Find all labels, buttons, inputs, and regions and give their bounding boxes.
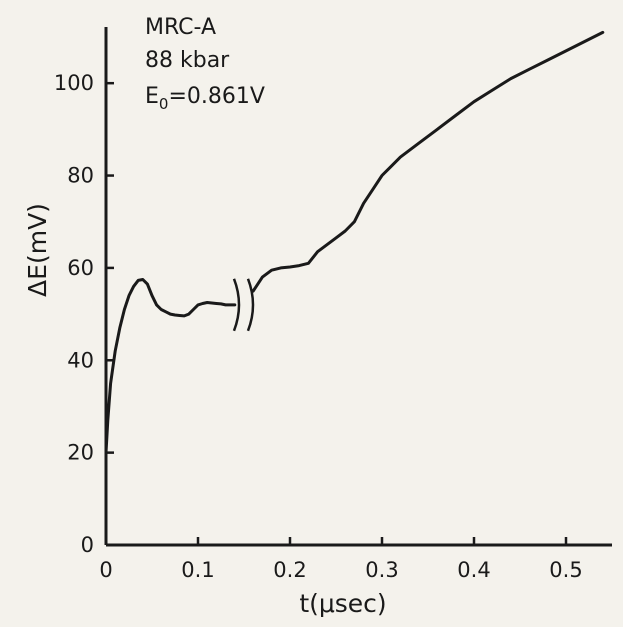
annotation-potential: E0=0.861V [145, 84, 265, 113]
axes [104, 27, 612, 547]
annotation-potential-value: =0.861V [168, 84, 264, 109]
y-tick-label: 40 [67, 348, 94, 372]
axis-break-mark-2 [246, 278, 255, 332]
x-tick-label: 0.2 [273, 558, 306, 582]
y-axis-title: ΔE(mV) [23, 203, 52, 297]
x-tick-label: 0.4 [457, 558, 490, 582]
annotation-pressure: 88 kbar [145, 48, 230, 73]
y-tick-label: 60 [67, 256, 94, 280]
y-tick-label: 80 [67, 164, 94, 188]
series-group [104, 30, 605, 455]
x-tick-labels: 0 0.1 0.2 0.3 0.4 0.5 [99, 558, 582, 582]
y-tick-label: 100 [54, 71, 94, 95]
annotation-sample: MRC-A [145, 15, 216, 40]
x-tick-label: 0.1 [181, 558, 214, 582]
y-tick-label: 20 [67, 441, 94, 465]
annotation-potential-subscript: 0 [159, 95, 169, 113]
x-axis-title: t(μsec) [299, 589, 386, 618]
x-tick-label: 0.5 [549, 558, 582, 582]
y-tick-labels: 0 20 40 60 80 100 [54, 71, 94, 557]
axis-break-marks [232, 278, 255, 332]
annotation-potential-symbol: E [145, 84, 159, 109]
annotation-block: MRC-A 88 kbar E0=0.861V [145, 15, 265, 113]
tick-marks [104, 81, 568, 547]
series-line-2 [251, 30, 605, 293]
x-tick-label: 0 [99, 558, 112, 582]
x-tick-label: 0.3 [365, 558, 398, 582]
series-line-1 [104, 278, 237, 455]
axis-break-mark-1 [232, 278, 241, 332]
y-tick-label: 0 [81, 533, 94, 557]
